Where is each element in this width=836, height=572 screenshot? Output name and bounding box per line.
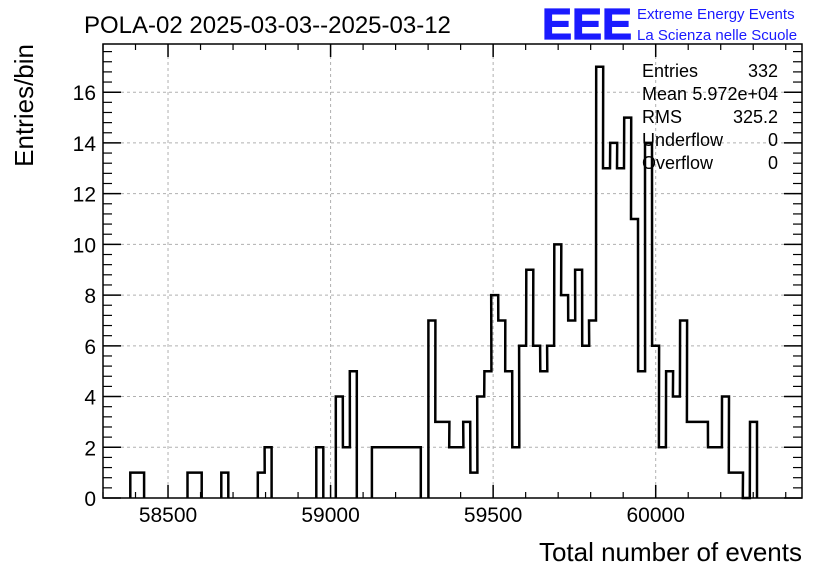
stats-value: 0 <box>768 130 778 150</box>
chart-title: POLA-02 2025-03-03--2025-03-12 <box>84 12 451 39</box>
stats-value: 0 <box>768 153 778 173</box>
x-tick-label: 60000 <box>626 504 684 527</box>
x-tick-label: 59000 <box>301 504 359 527</box>
y-tick-label: 12 <box>73 184 96 207</box>
y-tick-label: 8 <box>84 285 96 308</box>
y-tick-label: 14 <box>73 133 97 156</box>
stats-label: Overflow <box>642 153 714 173</box>
x-tick-label: 58500 <box>139 504 197 527</box>
stats-label: RMS <box>642 107 682 127</box>
x-axis-title: Total number of events <box>539 537 802 567</box>
y-tick-label: 10 <box>73 234 96 257</box>
stats-label: Underflow <box>642 130 724 150</box>
y-tick-label: 2 <box>84 437 96 460</box>
stats-box: Entries 332 Mean 5.972e+04 RMS 325.2 Underflow… <box>642 61 778 173</box>
logo-mark: EEE <box>542 0 632 49</box>
x-tick-label: 59500 <box>464 504 522 527</box>
stats-value: 5.972e+04 <box>692 84 778 104</box>
logo-line-2: La Scienza nelle Scuole <box>637 27 797 44</box>
axis-ticks: 58500 59000 59500 60000 0 2 4 6 8 10 12 14 16 <box>73 44 802 527</box>
stats-value: 325.2 <box>733 107 778 127</box>
plot-frame <box>102 43 803 499</box>
eee-logo: EEE Extreme Energy Events La Scienza nel… <box>541 0 797 50</box>
histogram-outline <box>129 65 759 500</box>
stats-label: Mean <box>642 84 687 104</box>
y-tick-label: 0 <box>84 488 96 511</box>
stats-value: 332 <box>748 61 778 81</box>
stats-label: Entries <box>642 61 698 81</box>
y-axis-title: Entries/bin <box>9 44 39 167</box>
y-tick-label: 6 <box>84 336 96 359</box>
grid-lines <box>103 44 802 498</box>
y-tick-label: 4 <box>84 387 96 410</box>
logo-line-1: Extreme Energy Events <box>637 6 795 23</box>
y-tick-label: 16 <box>73 82 96 105</box>
